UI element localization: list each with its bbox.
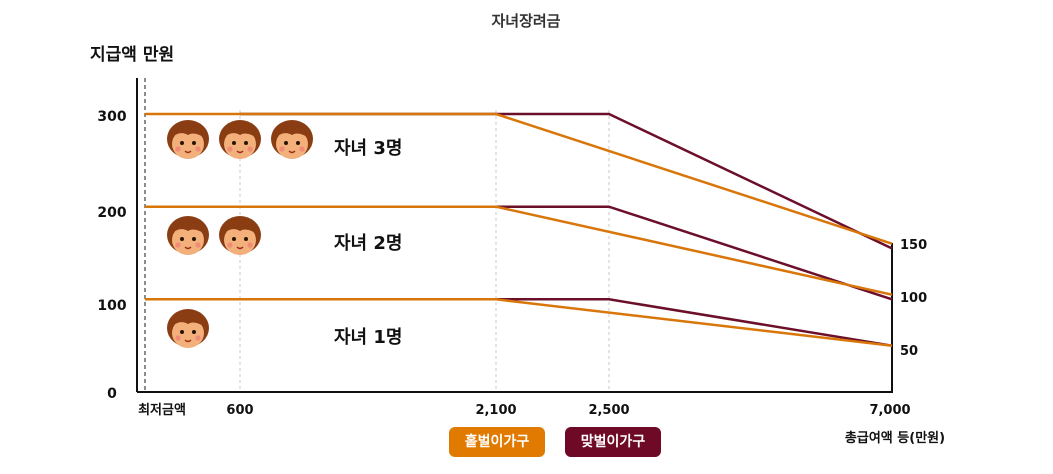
- y-axis-label: 지급액 만원: [90, 45, 174, 65]
- chart-title: 자녀장려금: [491, 12, 560, 30]
- right-tick-50: 50: [900, 344, 918, 359]
- y-tick-200: 200: [97, 205, 126, 221]
- child-face-icon: [219, 216, 261, 255]
- child-face-icon: [167, 120, 209, 159]
- legend-single-income: 홑벌이가구: [449, 427, 545, 457]
- x-tick-2500: 2,500: [588, 403, 629, 418]
- right-tick-150: 150: [900, 238, 927, 253]
- group-label-1: 자녀 1명: [334, 327, 402, 348]
- x-tick-7000: 7,000: [869, 403, 910, 418]
- x-axis-label: 총급여액 등(만원): [845, 430, 945, 446]
- single-income-line-1: [145, 298, 893, 347]
- y-tick-300: 300: [97, 109, 126, 125]
- x-tick-2100: 2,100: [475, 403, 516, 418]
- single-income-line-3: [145, 112, 893, 245]
- dual-income-line-3: [240, 112, 893, 250]
- single-income-line-2: [145, 205, 893, 296]
- group-label-3: 자녀 3명: [334, 138, 402, 159]
- y-tick-100: 100: [97, 298, 126, 314]
- child-icons: [167, 120, 313, 348]
- child-face-icon: [167, 216, 209, 255]
- child-face-icon: [167, 309, 209, 348]
- gridlines: [239, 110, 610, 392]
- right-tick-100: 100: [900, 291, 927, 306]
- x-tick-minimum: 최저금액: [138, 403, 186, 418]
- y-tick-0: 0: [107, 386, 117, 402]
- x-tick-600: 600: [226, 403, 253, 418]
- child-face-icon: [219, 120, 261, 159]
- group-label-2: 자녀 2명: [334, 233, 402, 254]
- series-lines: [145, 112, 893, 347]
- child-face-icon: [271, 120, 313, 159]
- legend-dual-income: 맞벌이가구: [565, 427, 661, 457]
